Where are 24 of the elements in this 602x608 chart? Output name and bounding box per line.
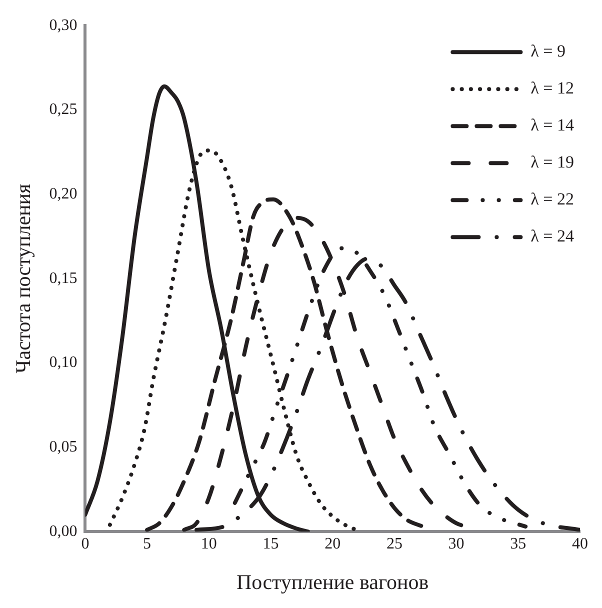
x-tick-label: 35 — [510, 535, 526, 552]
y-tick-label: 0,30 — [49, 16, 78, 34]
y-tick-label: 0,00 — [49, 522, 78, 540]
x-tick-label: 25 — [386, 535, 402, 552]
x-tick-label: 30 — [448, 535, 464, 552]
x-tick-label: 20 — [324, 535, 341, 552]
legend-label: λ = 14 — [530, 116, 574, 135]
legend-label: λ = 22 — [530, 190, 574, 209]
y-tick-label: 0,05 — [49, 438, 78, 456]
y-tick-label: 0,25 — [49, 101, 78, 118]
x-tick-label: 5 — [143, 535, 152, 552]
x-tick-label: 0 — [81, 535, 90, 552]
y-tick-label: 0,20 — [49, 185, 78, 202]
legend-label: λ = 9 — [530, 42, 566, 61]
y-tick-label: 0,10 — [49, 354, 78, 372]
x-tick-label: 40 — [572, 535, 588, 552]
legend-label: λ = 12 — [530, 78, 574, 98]
x-tick-label: 10 — [200, 535, 217, 552]
x-tick-label: 15 — [262, 535, 279, 552]
x-axis-title: Поступление вагонов — [236, 570, 429, 594]
y-axis-title: Частота поступления — [11, 183, 36, 374]
y-tick-label: 0,15 — [49, 270, 78, 287]
legend-label: λ = 24 — [530, 226, 574, 246]
legend-label: λ = 19 — [530, 152, 574, 172]
